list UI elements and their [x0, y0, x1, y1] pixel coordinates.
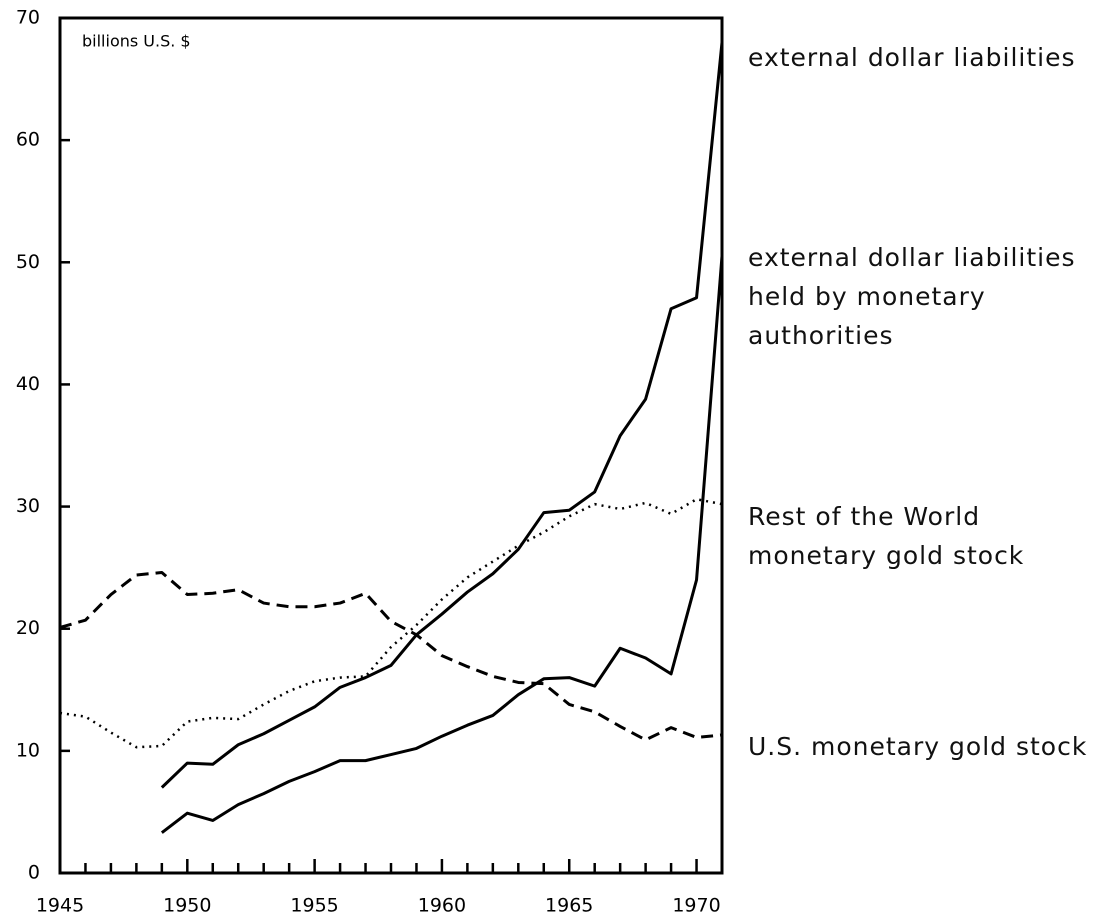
y-tick-label: 10: [16, 739, 40, 761]
x-tick-label: 1950: [163, 895, 211, 917]
y-tick-label: 70: [16, 7, 40, 29]
y-tick-label: 50: [16, 251, 40, 273]
x-tick-label: 1945: [36, 895, 84, 917]
y-tick-label: 30: [16, 495, 40, 517]
x-tick-label: 1970: [672, 895, 720, 917]
y-axis-label: billions U.S. $: [82, 32, 191, 51]
series-line: [160, 42, 724, 789]
series-label: external dollar liabilities: [748, 43, 1076, 72]
series-line: [59, 571, 723, 742]
x-tick-label: 1965: [545, 895, 593, 917]
plot-frame: [58, 16, 724, 875]
series-label: U.S. monetary gold stock: [748, 732, 1088, 761]
y-tick-label: 0: [28, 862, 40, 884]
y-tick-label: 60: [16, 129, 40, 151]
series-label: Rest of the World monetary gold stock: [748, 502, 1025, 570]
x-tick-label: 1960: [418, 895, 466, 917]
series-line: [160, 256, 724, 834]
series-label: external dollar liabilities held by mone…: [748, 243, 1076, 350]
y-tick-label: 40: [16, 373, 40, 395]
x-tick-label: 1955: [290, 895, 338, 917]
series-line: [59, 497, 723, 749]
y-tick-label: 20: [16, 617, 40, 639]
